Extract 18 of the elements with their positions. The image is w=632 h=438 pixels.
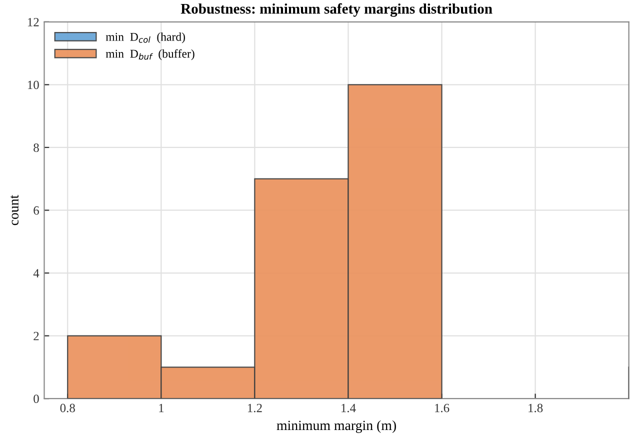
y-tick-label: 2 xyxy=(34,332,39,340)
y-tick-label: 4 xyxy=(33,269,40,278)
legend-label: min D$_{buf}$ (buffer) xyxy=(106,49,194,60)
y-tick-label: 0 xyxy=(34,394,39,404)
y-tick-label: 12 xyxy=(28,18,39,26)
x-tick-label: 1.4 xyxy=(342,404,356,412)
x-axis-title: minimum margin (m) xyxy=(276,420,396,433)
y-tick-label: 8 xyxy=(34,143,39,152)
y-tick-label: 6 xyxy=(34,206,40,215)
x-tick-label: 1.8 xyxy=(528,404,543,412)
x-tick-label: 1.2 xyxy=(248,404,262,412)
x-tick-label: 0.8 xyxy=(60,404,75,412)
y-axis-title: count xyxy=(10,194,18,226)
legend-label: min D$_{col}$ (hard) xyxy=(106,32,185,44)
x-tick-label: 1 xyxy=(159,404,164,412)
chart-title: Robustness: minimum safety margins distribution xyxy=(180,3,492,17)
y-tick-label: 10 xyxy=(28,80,39,90)
x-tick-label: 1.6 xyxy=(435,404,450,412)
